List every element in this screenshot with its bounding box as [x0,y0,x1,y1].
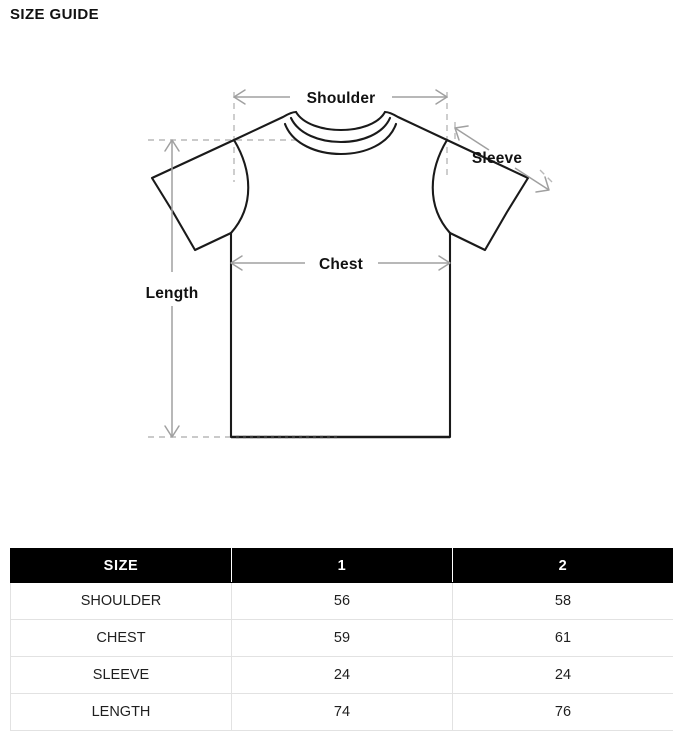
sleeve-dim-line-lower [515,168,549,190]
length-dimension: Length [146,140,199,437]
tshirt-measurement-diagram: Shoulder Sleeve Chest Length [0,60,673,480]
row-value: 76 [453,694,673,731]
sleeve-label: Sleeve [472,150,523,167]
shirt-left-armhole [231,140,248,233]
row-value: 61 [453,620,673,657]
shoulder-dimension: Shoulder [234,90,447,107]
table-header-row: SIZE 1 2 [11,549,673,583]
header-size: SIZE [11,549,232,583]
size-guide-table: SIZE 1 2 SHOULDER 56 58 CHEST 59 61 SLEE… [10,548,673,731]
row-value: 24 [453,657,673,694]
shirt-left-sleeve [152,112,296,250]
row-label: LENGTH [11,694,232,731]
collar-inner [285,124,396,154]
collar-outer [296,112,385,130]
chest-dimension: Chest [231,256,450,273]
chest-label: Chest [319,256,363,273]
header-size-2: 2 [453,549,673,583]
row-value: 59 [232,620,453,657]
row-value: 58 [453,583,673,620]
row-value: 24 [232,657,453,694]
shirt-right-armhole [433,140,450,233]
table-row: SHOULDER 56 58 [11,583,673,620]
sleeve-dimension: Sleeve [455,126,549,192]
header-size-1: 1 [232,549,453,583]
sleeve-arrowhead-bottom [536,177,549,192]
length-label: Length [146,285,199,302]
table-row: LENGTH 74 76 [11,694,673,731]
table-row: SLEEVE 24 24 [11,657,673,694]
row-label: CHEST [11,620,232,657]
row-value: 74 [232,694,453,731]
table-row: CHEST 59 61 [11,620,673,657]
row-label: SHOULDER [11,583,232,620]
shoulder-label: Shoulder [307,90,376,107]
row-label: SLEEVE [11,657,232,694]
page-title: SIZE GUIDE [10,6,99,23]
row-value: 56 [232,583,453,620]
